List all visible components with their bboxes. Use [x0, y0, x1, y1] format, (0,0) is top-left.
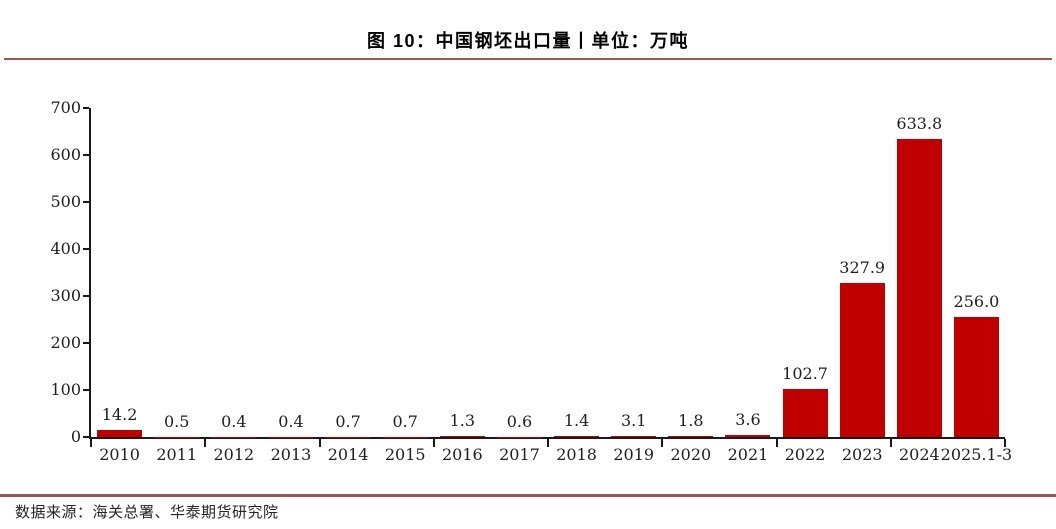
bar-2025.1-3 — [953, 316, 999, 437]
y-axis-label: 0 — [70, 427, 81, 446]
y-axis-label: 500 — [50, 192, 81, 211]
x-axis-label: 2013 — [270, 445, 312, 464]
bar-2010 — [97, 430, 143, 437]
title-underline — [4, 58, 1052, 60]
footer-divider — [0, 494, 1056, 497]
y-axis-label: 200 — [50, 333, 81, 352]
x-axis-tick — [547, 439, 549, 447]
bar-value-label: 1.3 — [449, 411, 476, 431]
x-axis-label: 2017 — [499, 445, 540, 464]
bar-2019 — [611, 435, 657, 437]
bar-2018 — [554, 436, 600, 437]
x-axis-label: 2010 — [99, 445, 140, 464]
y-axis-tick — [83, 295, 89, 297]
x-axis-label: 2015 — [384, 445, 426, 464]
y-axis-tick — [83, 248, 89, 250]
x-axis-tick — [318, 439, 321, 447]
y-axis-tick — [83, 201, 89, 203]
bar-2016 — [439, 436, 485, 437]
bar-value-label: 1.8 — [678, 411, 704, 431]
x-axis-tick — [661, 439, 664, 447]
y-axis-label: 600 — [50, 145, 81, 164]
x-axis-label: 2016 — [441, 445, 483, 464]
y-axis-tick — [83, 389, 89, 391]
y-axis-label: 400 — [50, 239, 81, 258]
y-axis-label: 700 — [50, 98, 81, 117]
x-axis-tick — [90, 439, 92, 447]
bar-value-label: 14.2 — [101, 405, 138, 425]
y-axis-tick — [83, 342, 89, 344]
x-axis-tick — [432, 439, 435, 447]
bar-2022 — [782, 388, 828, 437]
y-axis-tick — [83, 107, 89, 109]
y-axis-label: 100 — [50, 380, 81, 399]
bar-2023 — [839, 282, 885, 437]
x-axis-label: 2019 — [613, 445, 655, 464]
figure-title: 图 10：中国钢坯出口量丨单位：万吨 — [366, 31, 690, 51]
x-axis-label: 2022 — [784, 445, 826, 464]
bar-value-label: 1.4 — [563, 411, 590, 431]
bar-value-label: 0.7 — [335, 411, 361, 431]
x-axis-label: 2025.1-3 — [940, 445, 1013, 464]
bar-value-label: 633.8 — [896, 114, 943, 134]
y-axis-tick — [83, 154, 89, 156]
bar-value-label: 256.0 — [953, 291, 1000, 311]
bar-value-label: 327.9 — [839, 257, 886, 277]
x-axis-label: 2021 — [727, 445, 769, 464]
bar-value-label: 0.4 — [221, 411, 247, 431]
bar-chart-plot-area: 0 100 200 300 400 500 600 700 14.2 2010 0.5 2011 0.4… — [50, 99, 1012, 464]
x-axis-label: 2011 — [156, 445, 198, 464]
data-source: 数据来源：海关总署、华泰期货研究院 — [15, 503, 279, 521]
x-axis-label: 2012 — [213, 445, 255, 464]
bar-value-label: 3.6 — [735, 410, 761, 430]
bar-value-label: 0.4 — [278, 411, 304, 431]
y-axis-tick — [83, 436, 89, 438]
x-axis-label: 2018 — [556, 445, 597, 464]
bar-2024 — [896, 139, 942, 437]
x-axis-tick — [775, 439, 778, 447]
y-axis-label: 300 — [50, 286, 81, 305]
x-axis-label: 2014 — [327, 445, 369, 464]
x-axis-tick — [1004, 439, 1006, 447]
x-axis-label: 2020 — [670, 445, 712, 464]
bar-value-label: 3.1 — [620, 410, 647, 430]
bar-value-label: 0.7 — [392, 411, 418, 431]
x-axis-tick — [889, 439, 892, 447]
bar-value-label: 0.5 — [163, 411, 190, 431]
x-axis-tick — [204, 439, 207, 447]
x-axis-label: 2024 — [898, 445, 940, 464]
bar-2020 — [668, 436, 714, 437]
x-axis-label: 2023 — [841, 445, 883, 464]
bar-2021 — [725, 435, 771, 437]
bar-value-label: 0.6 — [506, 411, 533, 431]
bar-value-label: 102.7 — [782, 363, 828, 383]
